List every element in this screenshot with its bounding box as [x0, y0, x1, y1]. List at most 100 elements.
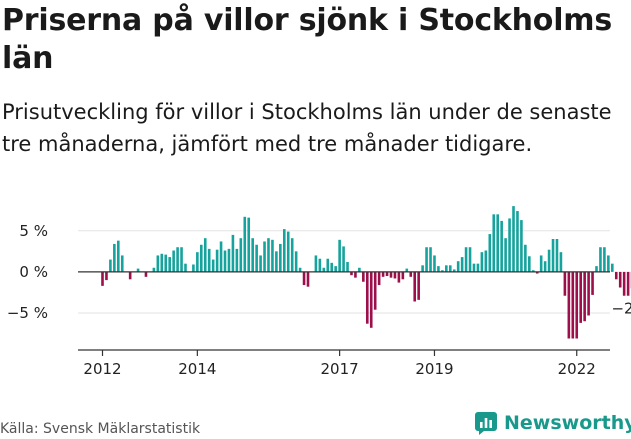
- newsworthy-logo[interactable]: Newsworthy: [474, 408, 631, 438]
- bar: [504, 238, 507, 272]
- bar: [294, 251, 298, 272]
- bar: [551, 239, 555, 272]
- bar: [429, 247, 432, 272]
- source-note: Källa: Svensk Mäklarstatistik: [0, 421, 201, 437]
- bar: [389, 271, 393, 278]
- bar: [160, 253, 164, 272]
- bar: [425, 247, 428, 272]
- bar-chart: 5 %0 %−5 %201220142017201920222024−2 %: [7, 206, 631, 378]
- bar: [456, 261, 460, 272]
- bar: [113, 243, 116, 272]
- bar: [579, 271, 582, 323]
- y-tick-label: 0 %: [19, 263, 48, 281]
- bar: [180, 247, 183, 272]
- bar: [547, 249, 551, 272]
- bar: [567, 271, 571, 339]
- newsworthy-logo-text: Newsworthy: [504, 412, 631, 434]
- y-tick-label: 5 %: [19, 222, 48, 240]
- bar: [369, 271, 373, 328]
- x-tick-label: 2019: [415, 360, 453, 378]
- bar: [176, 247, 179, 272]
- bar: [330, 262, 334, 272]
- bar: [626, 271, 630, 296]
- bar: [354, 271, 357, 278]
- bar: [365, 271, 369, 324]
- bar: [350, 271, 353, 276]
- y-tick-label: −5 %: [7, 304, 48, 322]
- bar: [251, 238, 254, 272]
- bar: [543, 261, 547, 272]
- bar: [614, 271, 618, 280]
- bar: [255, 244, 258, 272]
- bar: [203, 238, 207, 272]
- bar: [611, 263, 614, 272]
- bar: [200, 244, 203, 272]
- bar: [290, 238, 294, 272]
- bar: [618, 271, 622, 288]
- bar: [401, 271, 405, 280]
- bar: [421, 265, 424, 272]
- bar: [441, 270, 444, 272]
- bar: [144, 271, 148, 277]
- bar: [409, 271, 413, 277]
- x-tick-label: 2022: [558, 360, 596, 378]
- bar: [508, 218, 511, 272]
- bar: [460, 257, 464, 272]
- bar: [413, 271, 417, 302]
- x-tick-label: 2012: [83, 360, 121, 378]
- bar: [563, 271, 567, 296]
- bar: [362, 271, 365, 282]
- bar: [595, 266, 598, 272]
- bar: [101, 271, 104, 286]
- bar: [109, 259, 112, 272]
- bar: [326, 258, 330, 272]
- bar: [448, 265, 452, 272]
- bar: [480, 252, 484, 272]
- bar: [496, 214, 499, 272]
- bar: [405, 268, 409, 272]
- bar: [334, 266, 337, 272]
- bar: [152, 267, 156, 272]
- bar: [484, 250, 488, 272]
- bar: [243, 216, 247, 272]
- bar: [156, 255, 160, 272]
- bar: [587, 271, 590, 316]
- bar: [192, 264, 195, 272]
- bar: [338, 239, 341, 272]
- bar: [136, 268, 140, 272]
- bar: [120, 255, 124, 272]
- bar: [528, 256, 531, 272]
- bar: [219, 241, 223, 272]
- bar: [476, 263, 480, 272]
- bar: [535, 271, 539, 274]
- x-tick-label: 2017: [321, 360, 359, 378]
- newsworthy-logo-icon: [475, 412, 497, 435]
- bar: [168, 257, 171, 272]
- bar: [468, 247, 472, 272]
- bar: [516, 211, 519, 272]
- bar: [105, 271, 108, 281]
- chart-subtitle: Prisutveckling för villor i Stockholms l…: [2, 100, 612, 156]
- bar: [211, 259, 215, 272]
- last-value-label: −2 %: [611, 299, 631, 317]
- bar: [207, 248, 211, 272]
- bar: [267, 238, 270, 272]
- bar: [286, 231, 290, 272]
- bar: [591, 271, 594, 295]
- bar: [603, 247, 606, 272]
- bar: [128, 271, 132, 280]
- bar: [520, 220, 523, 272]
- bar: [575, 271, 579, 339]
- bar: [184, 263, 187, 272]
- bar: [571, 271, 575, 339]
- bar: [117, 240, 120, 272]
- bar: [239, 238, 243, 272]
- bar: [555, 239, 559, 272]
- bar: [524, 244, 527, 272]
- bar: [172, 250, 175, 272]
- bar: [377, 271, 381, 286]
- bar: [282, 229, 286, 272]
- bar: [314, 255, 318, 272]
- bar: [599, 247, 602, 272]
- bar: [342, 246, 345, 272]
